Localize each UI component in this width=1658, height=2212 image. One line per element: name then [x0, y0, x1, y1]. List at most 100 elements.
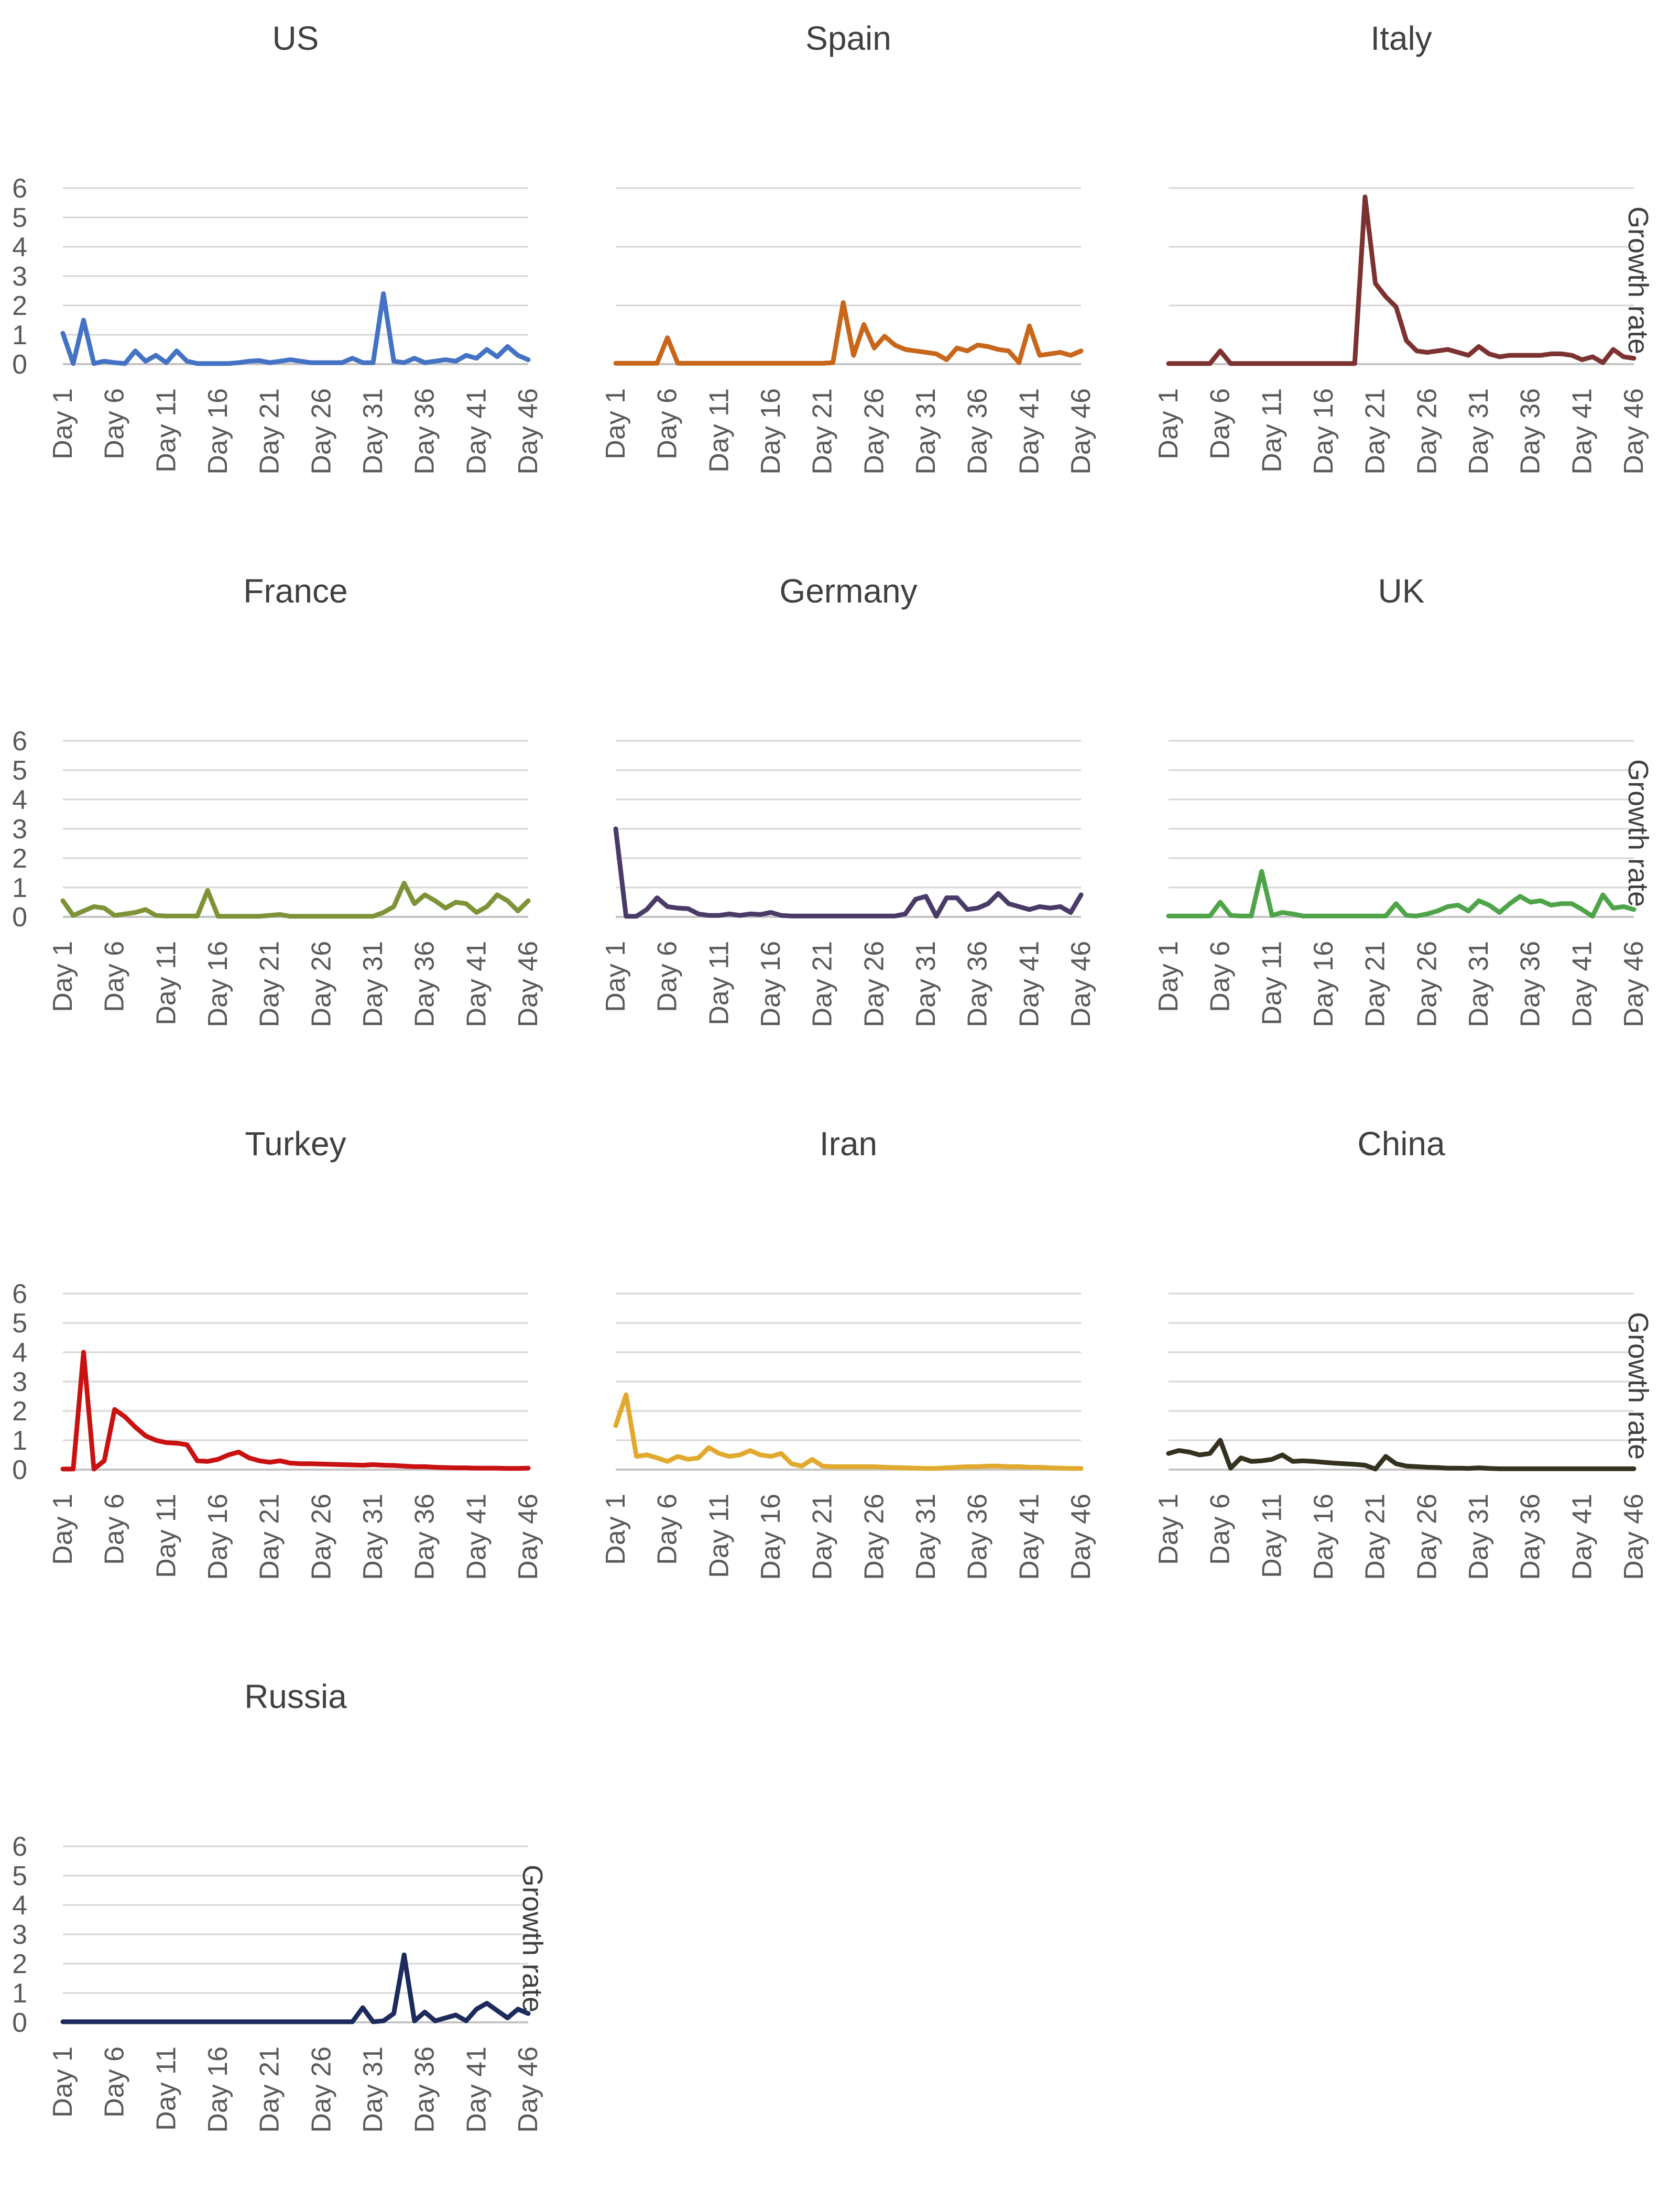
x-tick-label: Day 1 — [601, 388, 631, 459]
x-tick-label: Day 6 — [652, 1494, 683, 1565]
x-axis-tick-labels: Day 1 Day 6 Day 11 Day 16 Day 21 Day 26 Day 31… — [48, 388, 543, 475]
series-line — [613, 826, 1084, 919]
x-tick-label: Day 46 — [513, 941, 543, 1027]
x-axis-tick-labels: Day 1 Day 6 Day 11 Day 16 Day 21 Day 26 Day 31… — [601, 388, 1096, 475]
series-line — [60, 291, 531, 366]
x-tick-label: Day 26 — [1412, 941, 1442, 1027]
x-tick-label: Day 16 — [203, 2046, 233, 2133]
chart-title: Spain — [805, 19, 891, 57]
y-tick-label: 0 — [12, 349, 27, 380]
x-tick-label: Day 11 — [151, 941, 181, 1025]
x-tick-label: Day 41 — [461, 1494, 492, 1580]
x-tick-label: Day 16 — [203, 1494, 233, 1580]
x-tick-label: Day 36 — [1515, 941, 1546, 1027]
chart-italy: Italy Day 1 Day 6 Day 11 Day 16 Day 21 Day 26 D… — [1106, 0, 1658, 554]
x-axis-tick-labels: Day 1 Day 6 Day 11 Day 16 Day 21 Day 26 Day 31… — [1153, 388, 1649, 475]
chart-china: China Day 1 Day 6 Day 11 Day 16 Day 21 Day 26 D… — [1106, 1105, 1658, 1659]
x-tick-label: Day 26 — [859, 941, 889, 1027]
x-tick-label: Day 16 — [1308, 1494, 1339, 1580]
x-tick-label: Day 1 — [601, 1494, 631, 1565]
y-tick-label: 6 — [12, 1279, 27, 1309]
chart-france: France 0 1 2 3 4 5 6 Day 1 Day 6 Day 11 Day 16 Day 2… — [0, 553, 608, 1107]
x-tick-label: Day 36 — [1515, 388, 1546, 475]
x-tick-label: Day 16 — [203, 941, 233, 1027]
gridlines — [63, 1845, 528, 1994]
x-tick-label: Day 1 — [48, 941, 78, 1012]
x-tick-label: Day 21 — [255, 2046, 285, 2133]
x-tick-label: Day 6 — [100, 941, 130, 1012]
x-axis-tick-labels: Day 1 Day 6 Day 11 Day 16 Day 21 Day 26 Day 31… — [48, 941, 543, 1027]
x-tick-label: Day 21 — [808, 1494, 838, 1580]
x-tick-label: Day 26 — [306, 941, 336, 1027]
x-tick-label: Day 41 — [1014, 1494, 1044, 1580]
x-tick-label: Day 41 — [1567, 388, 1597, 475]
series-line — [60, 1350, 531, 1472]
y-tick-label: 3 — [12, 1367, 27, 1397]
x-tick-label: Day 26 — [1412, 1494, 1442, 1580]
x-tick-label: Day 31 — [1464, 388, 1494, 475]
x-tick-label: Day 6 — [100, 2046, 130, 2118]
x-tick-label: Day 16 — [203, 388, 233, 475]
x-axis-tick-labels: Day 1 Day 6 Day 11 Day 16 Day 21 Day 26 Day 31… — [1153, 941, 1649, 1027]
x-tick-label: Day 36 — [410, 2046, 440, 2133]
x-tick-label: Day 6 — [1205, 1494, 1236, 1565]
x-tick-label: Day 1 — [1153, 941, 1184, 1012]
x-tick-label: Day 6 — [100, 1494, 130, 1565]
x-tick-label: Day 36 — [410, 388, 440, 475]
chart-title: France — [243, 572, 347, 610]
x-tick-label: Day 46 — [1619, 1494, 1649, 1580]
y-tick-label: 2 — [12, 1396, 27, 1427]
y-tick-label: 5 — [12, 1861, 27, 1891]
x-tick-label: Day 6 — [1205, 388, 1236, 459]
y-tick-label: 5 — [12, 203, 27, 233]
x-tick-label: Day 11 — [151, 2046, 181, 2131]
y-tick-label: 6 — [12, 173, 27, 204]
x-axis-tick-labels: Day 1 Day 6 Day 11 Day 16 Day 21 Day 26 Day 31… — [48, 1494, 543, 1580]
y-tick-label: 4 — [12, 1338, 27, 1368]
series-line — [1166, 1438, 1637, 1472]
x-tick-label: Day 41 — [461, 2046, 492, 2133]
x-tick-label: Day 21 — [1360, 1494, 1391, 1580]
y-tick-label: 0 — [12, 1455, 27, 1485]
y-tick-label: 0 — [12, 2008, 27, 2038]
x-tick-label: Day 11 — [704, 1494, 734, 1578]
x-tick-label: Day 11 — [1257, 388, 1287, 473]
x-tick-label: Day 36 — [963, 941, 993, 1027]
x-tick-label: Day 26 — [306, 2046, 336, 2133]
x-tick-label: Day 31 — [358, 941, 388, 1027]
y-tick-label: 4 — [12, 232, 27, 262]
y-tick-label: 1 — [12, 320, 27, 351]
x-tick-label: Day 16 — [756, 941, 786, 1027]
y-tick-label: 0 — [12, 902, 27, 933]
chart-title: Russia — [244, 1678, 347, 1715]
chart-spain: Spain Day 1 Day 6 Day 11 Day 16 Day 21 Day 26 D… — [553, 0, 1161, 554]
y-tick-label: 2 — [12, 844, 27, 874]
x-tick-label: Day 11 — [1257, 941, 1287, 1025]
x-tick-label: Day 11 — [704, 388, 734, 473]
x-tick-label: Day 41 — [1014, 941, 1044, 1027]
x-tick-label: Day 6 — [1205, 941, 1236, 1012]
series-line — [1166, 869, 1637, 919]
y-tick-label: 5 — [12, 755, 27, 786]
x-tick-label: Day 1 — [48, 388, 78, 459]
chart-title: Iran — [820, 1125, 877, 1163]
x-tick-label: Day 1 — [48, 1494, 78, 1565]
x-tick-label: Day 1 — [1153, 388, 1184, 459]
chart-uk: UK Day 1 Day 6 Day 11 Day 16 Day 21 Day 26 Day … — [1106, 553, 1658, 1107]
x-axis-tick-labels: Day 1 Day 6 Day 11 Day 16 Day 21 Day 26 Day 31… — [48, 2046, 543, 2133]
x-tick-label: Day 1 — [48, 2046, 78, 2118]
chart-title: US — [272, 19, 319, 57]
x-tick-label: Day 36 — [963, 388, 993, 475]
y-axis-title: Growth rate — [1622, 759, 1654, 907]
series-line — [613, 1392, 1084, 1471]
x-tick-label: Day 16 — [756, 388, 786, 475]
x-tick-label: Day 21 — [1360, 388, 1391, 475]
series-line — [60, 881, 531, 919]
